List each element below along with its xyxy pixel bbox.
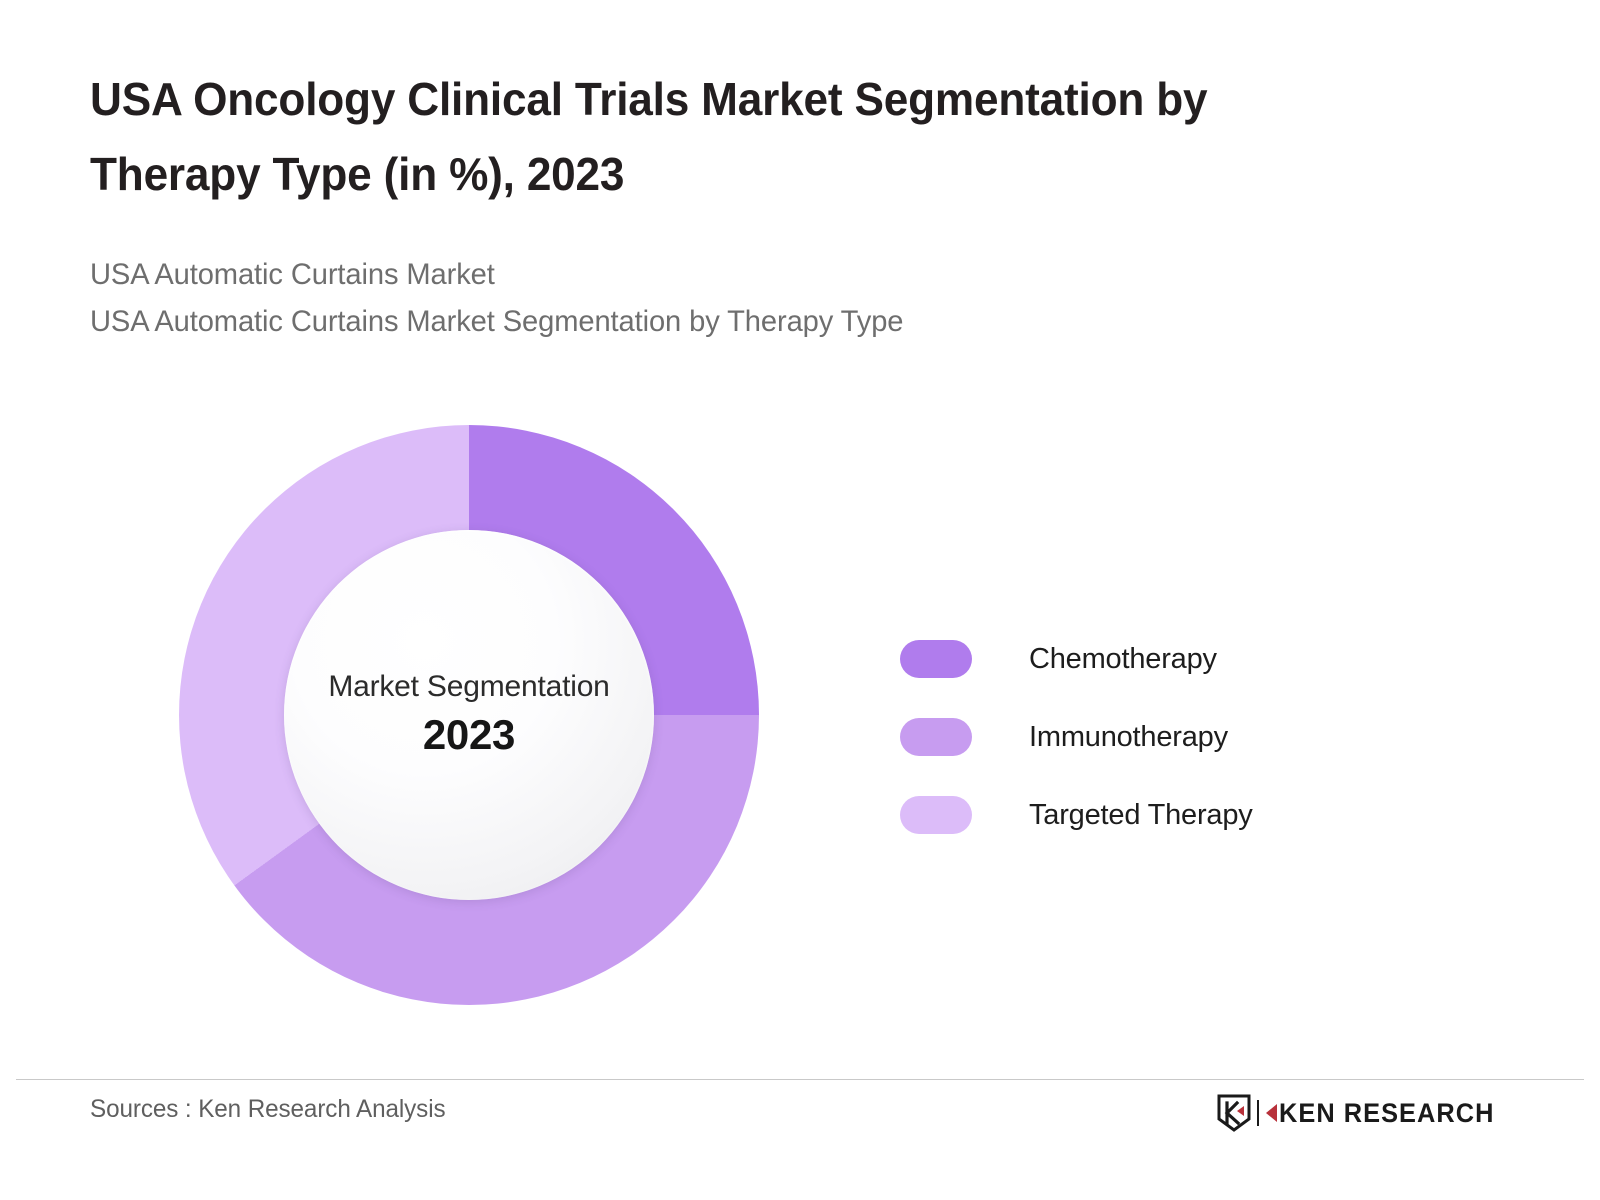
- subtitle-block: USA Automatic Curtains Market USA Automa…: [90, 252, 1390, 346]
- legend-item[interactable]: Chemotherapy: [900, 620, 1420, 698]
- legend-swatch: [900, 718, 972, 756]
- ken-research-logo: KEN RESEARCH: [1217, 1093, 1508, 1133]
- legend-swatch: [900, 640, 972, 678]
- footer-divider: [16, 1079, 1584, 1080]
- page-title: USA Oncology Clinical Trials Market Segm…: [90, 73, 1208, 200]
- donut-center-label: Market Segmentation: [328, 669, 610, 703]
- legend-item[interactable]: Immunotherapy: [900, 698, 1420, 776]
- logo-text: KEN RESEARCH: [1278, 1097, 1495, 1128]
- source-note: Sources : Ken Research Analysis: [90, 1095, 446, 1123]
- subtitle-segmentation: USA Automatic Curtains Market Segmentati…: [90, 304, 904, 338]
- chart-legend: Chemotherapy Immunotherapy Targeted Therap…: [900, 620, 1420, 854]
- ken-research-shield-k-icon: [1217, 1094, 1251, 1132]
- legend-item[interactable]: Targeted Therapy: [900, 776, 1420, 854]
- subtitle-market: USA Automatic Curtains Market: [90, 258, 495, 291]
- legend-label: Targeted Therapy: [1029, 798, 1253, 831]
- header: USA Oncology Clinical Trials Market Segm…: [90, 62, 1410, 211]
- legend-label: Chemotherapy: [1029, 642, 1217, 675]
- logo-divider: [1256, 1100, 1259, 1126]
- legend-swatch: [900, 796, 972, 834]
- legend-label: Immunotherapy: [1029, 720, 1228, 753]
- chart-area: Market Segmentation 2023 Chemotherapy Imm…: [0, 380, 1600, 1060]
- logo-triangle-icon: [1265, 1104, 1277, 1122]
- logo-wordmark: KEN RESEARCH: [1265, 1097, 1508, 1129]
- donut-center-hole: Market Segmentation 2023: [284, 530, 654, 900]
- donut-chart: Market Segmentation 2023: [179, 425, 759, 1005]
- donut-center-year: 2023: [422, 710, 516, 758]
